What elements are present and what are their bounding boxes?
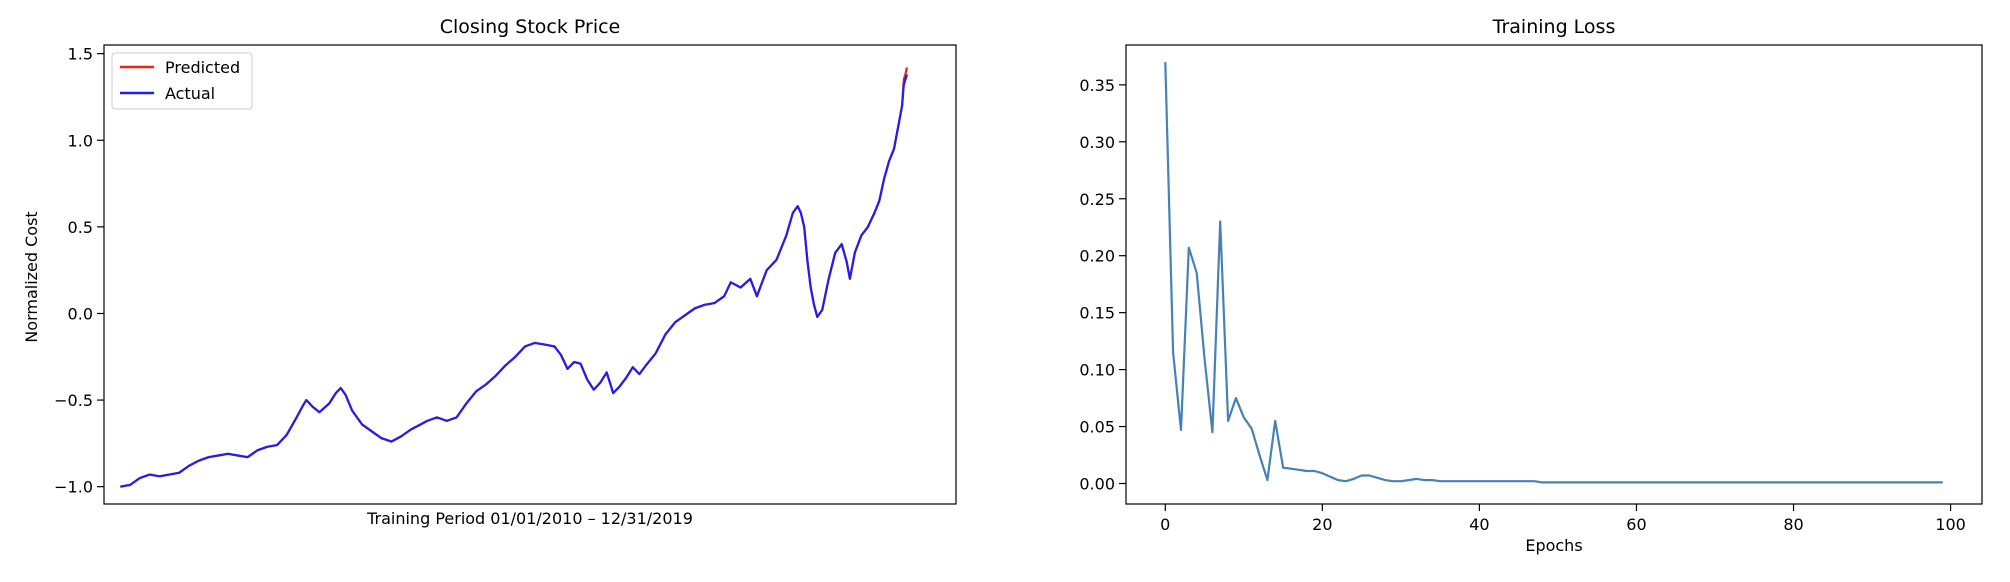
- y-tick-label: 0.15: [1079, 304, 1115, 323]
- y-tick-label: 0.05: [1079, 418, 1115, 437]
- y-axis-label: Normalized Cost: [22, 211, 41, 342]
- closing-price-chart: Closing Stock Price Normalized Cost Trai…: [22, 16, 957, 528]
- y-tick-label: 0.35: [1079, 76, 1115, 95]
- x-axis-label: Epochs: [1525, 536, 1582, 555]
- x-tick-label: 40: [1469, 515, 1489, 534]
- chart-title: Closing Stock Price: [440, 16, 620, 38]
- plot-frame: [1125, 44, 1983, 505]
- chart-title: Training Loss: [1492, 16, 1616, 38]
- y-tick-label: 1.5: [68, 45, 93, 64]
- plot-frame: [103, 44, 957, 505]
- x-tick-label: 100: [1935, 515, 1966, 534]
- y-ticks: −1.0 −0.5 0.0 0.5 1.0 1.5: [54, 45, 104, 497]
- x-ticks: 0 20 40 60 80 100: [1160, 504, 1966, 534]
- y-ticks: 0.00 0.05 0.10 0.15 0.20 0.25 0.30 0.35: [1079, 76, 1126, 493]
- y-tick-label: 1.0: [68, 131, 93, 150]
- legend-label-predicted: Predicted: [165, 58, 240, 77]
- x-tick-label: 60: [1626, 515, 1646, 534]
- plot-lines: [1164, 62, 1943, 484]
- y-tick-label: 0.0: [68, 304, 93, 323]
- y-tick-label: 0.10: [1079, 361, 1115, 380]
- training-loss-chart: Training Loss Epochs 0.00 0.05 0.10 0.15 0.2…: [1079, 16, 1983, 555]
- y-tick-label: −1.0: [54, 478, 93, 497]
- legend: Predicted Actual: [111, 52, 253, 110]
- y-tick-label: 0.00: [1079, 474, 1115, 493]
- loss-line: [1164, 62, 1943, 484]
- y-tick-label: 0.20: [1079, 247, 1115, 266]
- y-tick-label: 0.30: [1079, 133, 1115, 152]
- legend-label-actual: Actual: [165, 84, 215, 103]
- y-tick-label: −0.5: [54, 391, 93, 410]
- y-tick-label: 0.25: [1079, 190, 1115, 209]
- series-line-actual: [120, 74, 909, 488]
- x-tick-label: 0: [1160, 515, 1170, 534]
- x-tick-label: 80: [1783, 515, 1803, 534]
- series-line-predicted: [120, 67, 909, 488]
- x-tick-label: 20: [1312, 515, 1332, 534]
- plot-lines: [120, 67, 909, 488]
- x-axis-label: Training Period 01/01/2010 – 12/31/2019: [366, 509, 693, 528]
- y-tick-label: 0.5: [68, 218, 93, 237]
